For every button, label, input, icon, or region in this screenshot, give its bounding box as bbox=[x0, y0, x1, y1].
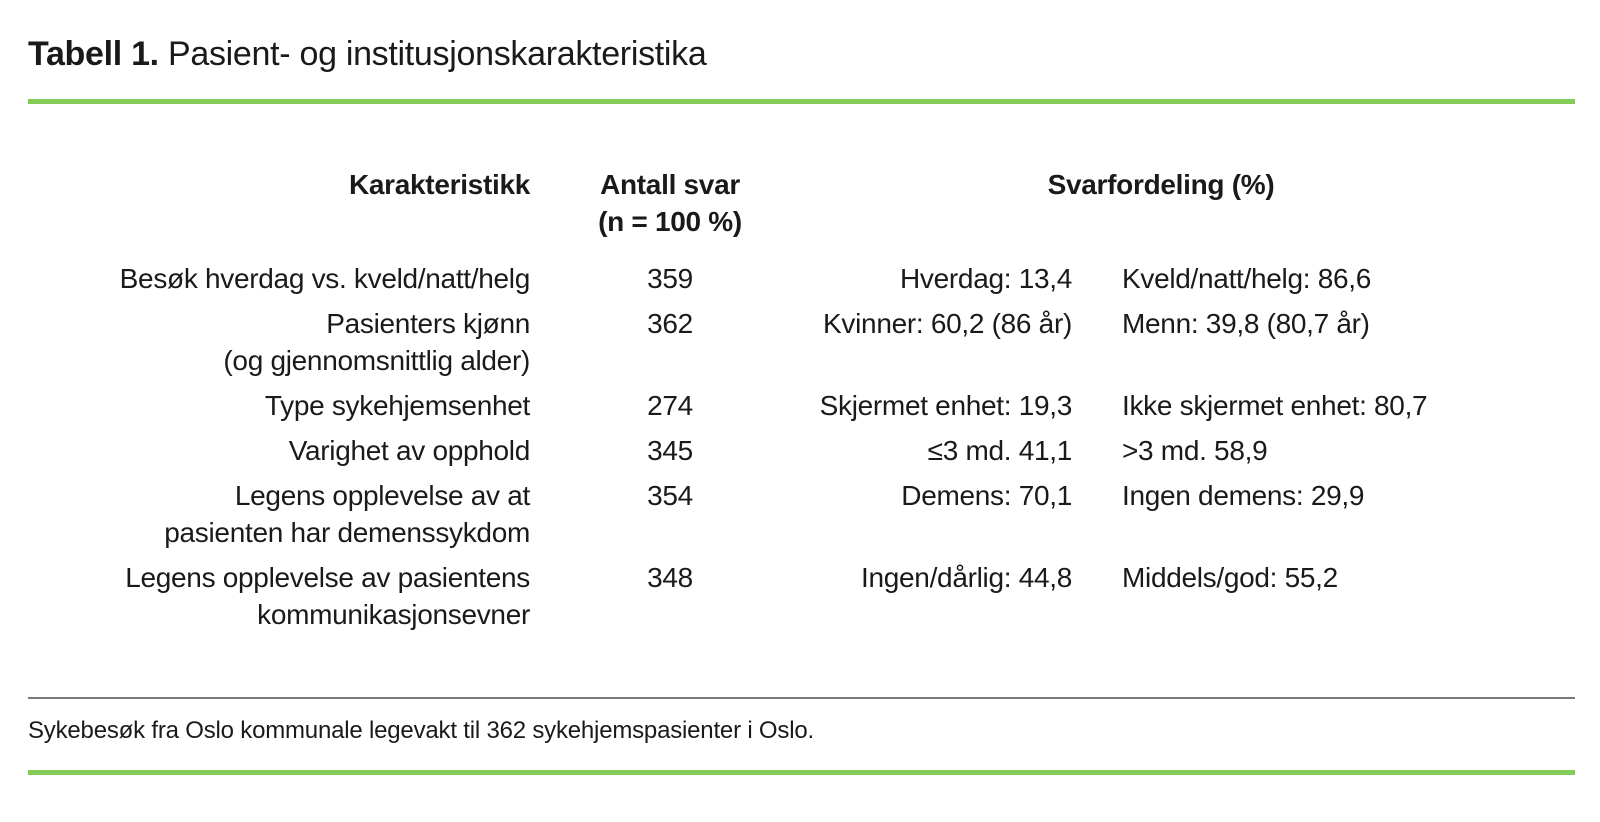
characteristic-cell: Type sykehjemsenhet bbox=[28, 383, 530, 428]
characteristic-line: Legens opplevelse av pasientens bbox=[125, 562, 530, 593]
characteristic-line: Besøk hverdag vs. kveld/natt/helg bbox=[119, 263, 531, 294]
value-right-cell: Ingen demens: 29,9 bbox=[1122, 480, 1365, 511]
spacer-cell bbox=[1512, 473, 1575, 555]
table-row: Legens opplevelse av pasientens kommunik… bbox=[28, 555, 1575, 637]
n-cell: 345 bbox=[647, 435, 693, 466]
table-row: Legens opplevelse av at pasienten har de… bbox=[28, 473, 1575, 555]
characteristic-line: Pasienters kjønn bbox=[326, 308, 530, 339]
n-cell: 362 bbox=[647, 308, 693, 339]
n-cell: 274 bbox=[647, 390, 693, 421]
spacer-cell bbox=[1512, 301, 1575, 383]
characteristic-line: Legens opplevelse av at bbox=[234, 480, 530, 511]
header-spacer bbox=[1512, 162, 1575, 256]
table-footnote: Sykebesøk fra Oslo kommunale legevakt ti… bbox=[28, 717, 814, 744]
header-row: Karakteristikk Antall svar (n = 100 %) S… bbox=[28, 162, 1575, 256]
value-left-cell: Kvinner: 60,2 (86 år) bbox=[823, 308, 1072, 339]
value-right-cell: Ikke skjermet enhet: 80,7 bbox=[1122, 390, 1428, 421]
value-left-cell: Hverdag: 13,4 bbox=[900, 263, 1072, 294]
footnote-divider bbox=[28, 697, 1575, 699]
table-row: Varighet av opphold 345 ≤3 md. 41,1 >3 m… bbox=[28, 428, 1575, 473]
characteristic-line: Type sykehjemsenhet bbox=[264, 390, 530, 421]
value-left-cell: ≤3 md. 41,1 bbox=[927, 435, 1073, 466]
value-right-cell: Menn: 39,8 (80,7 år) bbox=[1122, 308, 1370, 339]
spacer-cell bbox=[1512, 256, 1575, 301]
value-right-cell: >3 md. 58,9 bbox=[1122, 435, 1268, 466]
characteristic-line: kommunikasjonsevner bbox=[257, 599, 530, 630]
header-characteristic: Karakteristikk bbox=[348, 169, 530, 200]
spacer-cell bbox=[1512, 555, 1575, 637]
top-green-rule bbox=[28, 99, 1575, 104]
spacer-cell bbox=[1512, 383, 1575, 428]
characteristic-line: (og gjennomsnittlig alder) bbox=[223, 345, 530, 376]
header-n: Antall svar (n = 100 %) bbox=[530, 162, 810, 256]
header-n-line2: (n = 100 %) bbox=[598, 206, 742, 237]
n-cell: 354 bbox=[647, 480, 693, 511]
value-left-cell: Demens: 70,1 bbox=[901, 480, 1072, 511]
characteristic-cell: Legens opplevelse av at pasienten har de… bbox=[28, 473, 530, 555]
characteristic-line: Varighet av opphold bbox=[288, 435, 531, 466]
characteristic-cell: Besøk hverdag vs. kveld/natt/helg bbox=[28, 256, 531, 301]
value-right-cell: Kveld/natt/helg: 86,6 bbox=[1122, 263, 1371, 294]
n-cell: 359 bbox=[647, 263, 693, 294]
table-title-text: Pasient- og institusjonskarakteristika bbox=[167, 35, 707, 73]
value-left-cell: Ingen/dårlig: 44,8 bbox=[861, 562, 1072, 593]
bottom-green-rule bbox=[28, 770, 1575, 775]
characteristic-cell: Legens opplevelse av pasientens kommunik… bbox=[28, 555, 530, 637]
characteristic-cell: Pasienters kjønn (og gjennomsnittlig ald… bbox=[28, 301, 530, 383]
characteristic-line: pasienten har demenssykdom bbox=[164, 517, 530, 548]
value-left-cell: Skjermet enhet: 19,3 bbox=[819, 390, 1073, 421]
header-n-line1: Antall svar bbox=[600, 169, 740, 200]
table-row: Pasienters kjønn (og gjennomsnittlig ald… bbox=[28, 301, 1575, 383]
characteristics-table: Karakteristikk Antall svar (n = 100 %) S… bbox=[28, 162, 1575, 637]
spacer-cell bbox=[1512, 428, 1575, 473]
value-right-cell: Middels/god: 55,2 bbox=[1122, 562, 1338, 593]
table-row: Besøk hverdag vs. kveld/natt/helg 359 Hv… bbox=[28, 256, 1575, 301]
table-title: Tabell 1. Pasient- og institusjonskarakt… bbox=[28, 34, 1575, 75]
header-distribution: Svarfordeling (%) bbox=[1047, 169, 1275, 200]
n-cell: 348 bbox=[647, 562, 693, 593]
table-number-label: Tabell 1. bbox=[28, 35, 159, 73]
characteristic-cell: Varighet av opphold bbox=[28, 428, 531, 473]
table-row: Type sykehjemsenhet 274 Skjermet enhet: … bbox=[28, 383, 1575, 428]
